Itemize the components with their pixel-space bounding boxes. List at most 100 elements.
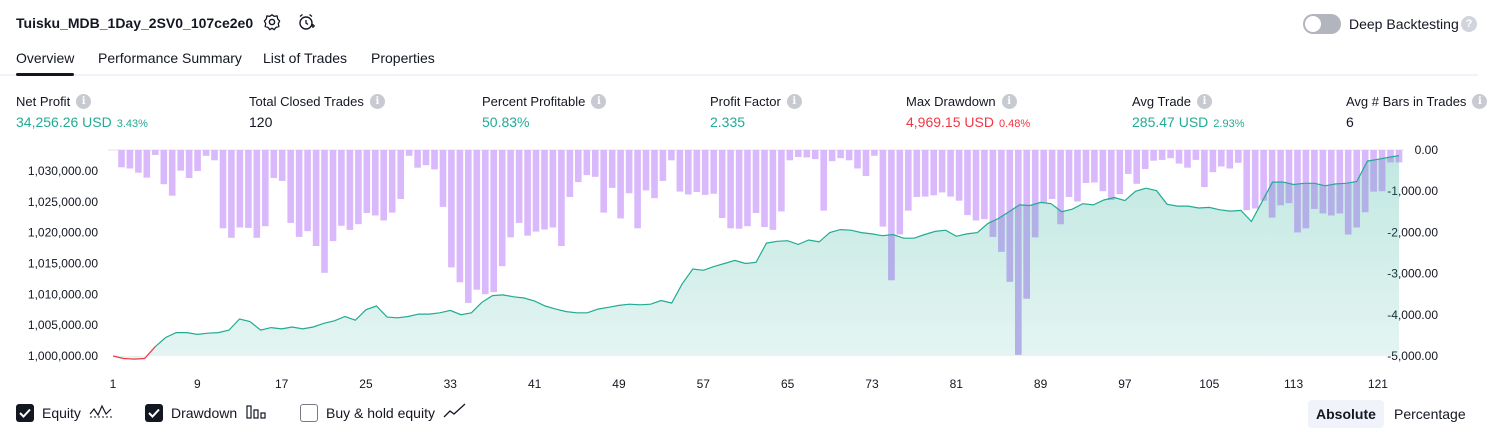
left-axis-tick: 1,025,000.00 xyxy=(28,195,98,209)
stat-value: 120 xyxy=(249,114,273,130)
info-icon[interactable]: i xyxy=(76,94,92,109)
drawdown-bar xyxy=(845,150,853,161)
tab-list-of-trades[interactable]: List of Trades xyxy=(263,50,348,66)
help-question-icon[interactable]: ? xyxy=(1461,16,1477,32)
info-icon[interactable]: i xyxy=(591,94,607,109)
drawdown-bar xyxy=(930,150,937,196)
drawdown-bar xyxy=(1040,150,1047,204)
x-axis-tick: 81 xyxy=(950,377,964,391)
drawdown-bar xyxy=(168,150,176,196)
legend-label: Drawdown xyxy=(171,404,238,421)
drawdown-bar xyxy=(735,150,743,229)
drawdown-bar xyxy=(456,150,464,283)
drawdown-bar xyxy=(397,150,404,199)
deep-backtesting-toggle[interactable] xyxy=(1303,14,1341,34)
drawdown-bar xyxy=(1387,150,1394,163)
drawdown-bar xyxy=(1277,150,1284,206)
stat-profit-factor: Profit Factor i 2.335 xyxy=(710,94,802,130)
stat-max-drawdown: Max Drawdown i 4,969.15 USD 0.48% xyxy=(906,94,1030,130)
info-icon[interactable]: i xyxy=(369,94,385,109)
drawdown-bar xyxy=(473,150,481,290)
info-icon[interactable]: i xyxy=(786,94,802,109)
info-icon[interactable]: i xyxy=(1472,94,1488,109)
drawdown-bar xyxy=(211,150,218,161)
settings-gear-icon[interactable] xyxy=(262,12,282,32)
drawdown-bar xyxy=(1311,150,1318,209)
drawdown-bar xyxy=(515,150,523,223)
drawdown-bar xyxy=(1251,150,1259,209)
drawdown-bar xyxy=(532,150,540,232)
drawdown-bar xyxy=(634,150,641,229)
tab-properties[interactable]: Properties xyxy=(371,50,435,66)
drawdown-bar xyxy=(862,150,870,176)
drawdown-bar xyxy=(989,150,997,237)
drawdown-bar xyxy=(152,150,159,155)
drawdown-bar xyxy=(1116,150,1124,195)
drawdown-bar-overlap xyxy=(1361,155,1369,213)
drawdown-bar xyxy=(439,150,447,207)
buy-hold-checkbox[interactable] xyxy=(300,403,318,422)
drawdown-bar xyxy=(1226,150,1234,169)
x-axis-tick: 113 xyxy=(1284,377,1303,391)
drawdown-bar-overlap xyxy=(1336,155,1344,214)
drawdown-bar-overlap xyxy=(1302,155,1310,229)
stat-value: 2.335 xyxy=(710,114,746,130)
drawdown-bar xyxy=(304,150,311,232)
mode-percentage-button[interactable]: Percentage xyxy=(1394,406,1466,422)
x-axis-tick: 17 xyxy=(275,377,289,391)
drawdown-bar xyxy=(363,150,371,213)
drawdown-bar xyxy=(388,150,396,213)
drawdown-bar xyxy=(405,150,413,156)
tab-overview[interactable]: Overview xyxy=(16,50,75,76)
drawdown-bar xyxy=(143,150,151,178)
drawdown-bar xyxy=(126,150,134,169)
stat-value: 34,256.26 USD xyxy=(16,114,112,130)
drawdown-bar xyxy=(710,150,717,194)
drawdown-bar xyxy=(253,150,261,238)
drawdown-bar xyxy=(177,150,184,171)
legend-equity[interactable]: Equity xyxy=(16,403,113,422)
equity-checkbox[interactable] xyxy=(16,403,34,422)
stat-label: Percent Profitable xyxy=(482,94,586,109)
mode-absolute-button[interactable]: Absolute xyxy=(1308,400,1384,428)
drawdown-bar xyxy=(1082,150,1090,183)
tab-performance-summary[interactable]: Performance Summary xyxy=(98,50,242,66)
x-axis-tick: 41 xyxy=(528,377,542,391)
drawdown-bar xyxy=(1141,150,1149,169)
drawdown-bar-overlap xyxy=(1006,155,1014,282)
stat-percent: 2.93% xyxy=(1213,118,1245,130)
drawdown-bar xyxy=(811,150,819,160)
report-tabs: Overview Performance Summary List of Tra… xyxy=(0,44,1478,76)
drawdown-bar-overlap xyxy=(1023,155,1030,299)
drawdown-bar xyxy=(1201,150,1208,188)
legend-drawdown[interactable]: Drawdown xyxy=(145,403,267,422)
equity-drawdown-chart[interactable]: 1,030,000.00 1,025,000.00 1,020,000.00 1,01… xyxy=(0,140,1494,395)
drawdown-bar xyxy=(1125,150,1132,174)
drawdown-bar xyxy=(896,150,904,235)
drawdown-bar xyxy=(160,150,168,185)
info-icon[interactable]: i xyxy=(1001,94,1017,109)
left-axis-tick: 1,020,000.00 xyxy=(28,226,98,240)
drawdown-bar xyxy=(828,150,836,162)
drawdown-bar xyxy=(1057,150,1064,225)
x-axis-tick: 73 xyxy=(865,377,879,391)
left-axis-tick: 1,005,000.00 xyxy=(28,318,98,332)
drawdown-bar xyxy=(1192,150,1200,160)
add-alert-clock-icon[interactable] xyxy=(296,12,316,32)
info-icon[interactable]: i xyxy=(1197,94,1213,109)
x-axis-tick: 89 xyxy=(1034,377,1048,391)
drawdown-bar xyxy=(1336,150,1344,214)
drawdown-bar xyxy=(583,150,591,176)
stat-percent-profitable: Percent Profitable i 50.83% xyxy=(482,94,607,130)
drawdown-bar xyxy=(549,150,557,228)
drawdown-bar xyxy=(355,150,362,225)
drawdown-bar xyxy=(795,150,802,157)
drawdown-bar xyxy=(600,150,607,213)
drawdown-bar xyxy=(938,150,946,193)
drawdown-bar xyxy=(608,150,616,188)
legend-buy-hold-equity[interactable]: Buy & hold equity xyxy=(300,403,467,422)
stat-avg-bars-in-trades: Avg # Bars in Trades i 6 xyxy=(1346,94,1488,130)
drawdown-bar xyxy=(1065,150,1073,197)
drawdown-bar xyxy=(592,150,599,177)
drawdown-checkbox[interactable] xyxy=(145,403,163,422)
